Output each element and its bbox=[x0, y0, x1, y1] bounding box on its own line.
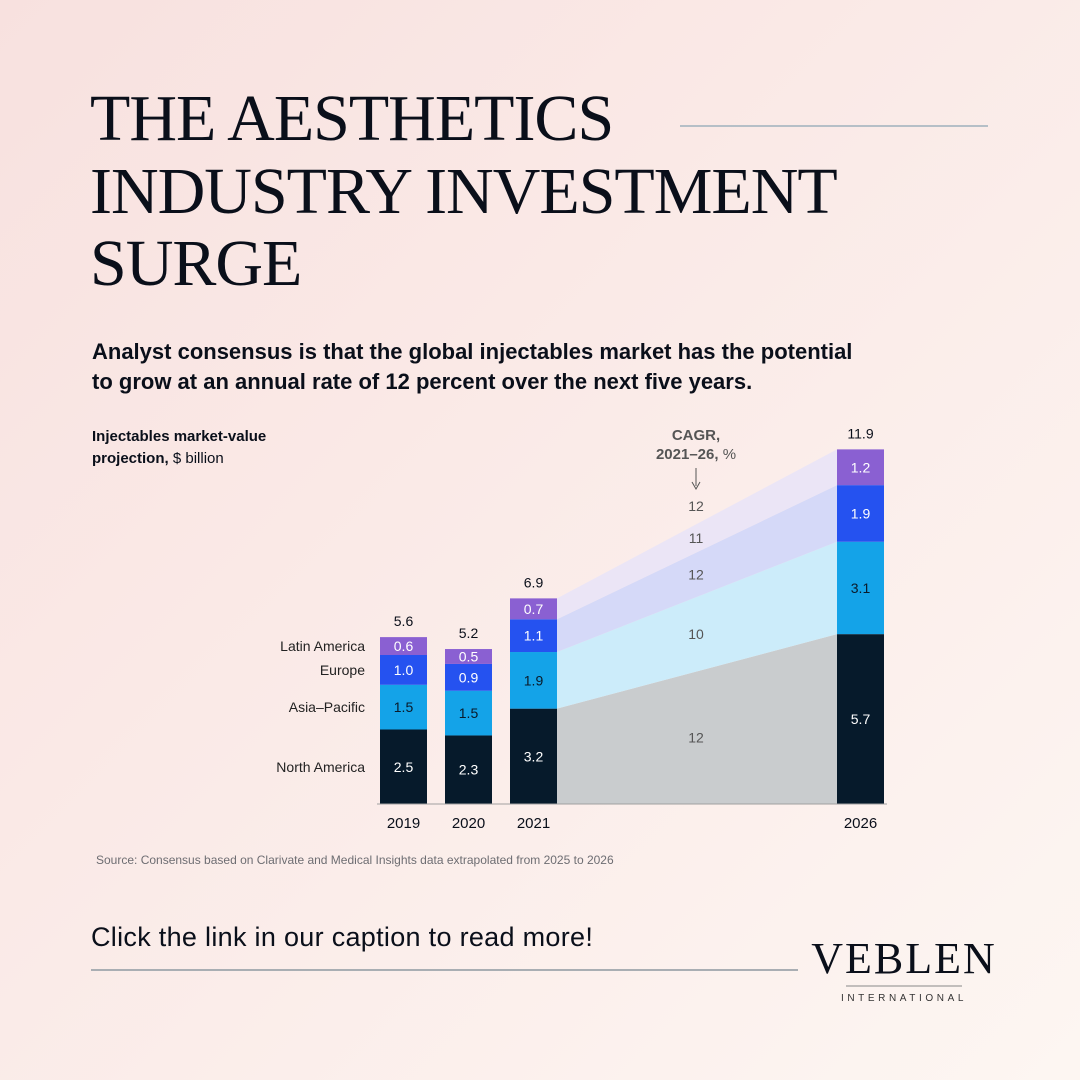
cagr-label: 10 bbox=[688, 626, 704, 642]
cagr-unit: % bbox=[723, 446, 736, 463]
unit: $ billion bbox=[173, 450, 224, 467]
bar-segment bbox=[510, 652, 557, 709]
data-label: 0.5 bbox=[459, 648, 479, 664]
chart: Injectables market-value projection, $ b… bbox=[92, 425, 887, 867]
unit-title: projection, $ billion bbox=[92, 450, 224, 467]
call-to-action[interactable]: Click the link in our caption to read mo… bbox=[91, 922, 593, 952]
x-tick-label: 2021 bbox=[517, 815, 550, 832]
bar-segment bbox=[380, 655, 427, 685]
total-label: 5.6 bbox=[394, 613, 414, 629]
growth-area bbox=[557, 634, 837, 804]
title-line: THE AESTHETICS bbox=[90, 82, 613, 155]
data-label: 2.5 bbox=[394, 759, 414, 775]
subtitle-line: Analyst consensus is that the global inj… bbox=[92, 339, 852, 364]
data-label: 3.2 bbox=[524, 748, 544, 764]
header: THE AESTHETICS INDUSTRY INVESTMENT SURGE… bbox=[90, 82, 988, 394]
cagr-label: 12 bbox=[688, 567, 704, 583]
growth-area bbox=[557, 541, 837, 709]
data-label: 1.0 bbox=[394, 662, 414, 678]
bar-segment bbox=[837, 541, 884, 635]
cagr-label: 12 bbox=[688, 498, 704, 514]
legend-label: Asia–Pacific bbox=[289, 699, 365, 715]
bar-segment bbox=[510, 708, 557, 804]
bar-segment bbox=[445, 649, 492, 664]
total-label: 5.2 bbox=[459, 625, 479, 641]
bar-segment bbox=[510, 619, 557, 653]
data-label: 1.2 bbox=[851, 459, 871, 475]
brand-sub: INTERNATIONAL bbox=[841, 993, 967, 1004]
footer: Click the link in our caption to read mo… bbox=[91, 922, 997, 1004]
total-label: 6.9 bbox=[524, 574, 544, 590]
bar-segment bbox=[445, 690, 492, 736]
data-label: 0.9 bbox=[459, 669, 479, 685]
bar-segment bbox=[380, 684, 427, 730]
bar-segment bbox=[445, 735, 492, 804]
growth-area bbox=[557, 449, 837, 620]
bar-segment bbox=[380, 637, 427, 655]
data-label: 5.7 bbox=[851, 711, 871, 727]
cagr-label: 12 bbox=[688, 730, 704, 746]
cagr-label: 11 bbox=[689, 530, 704, 546]
x-tick-label: 2020 bbox=[452, 815, 485, 832]
x-tick-label: 2026 bbox=[844, 815, 877, 832]
cagr-arrow bbox=[691, 481, 701, 491]
bar-segment bbox=[837, 449, 884, 486]
cagr-title: CAGR, bbox=[672, 427, 720, 444]
title-line: SURGE bbox=[90, 227, 301, 300]
subtitle-line: to grow at an annual rate of 12 percent … bbox=[92, 369, 752, 394]
title-line: INDUSTRY INVESTMENT bbox=[90, 155, 837, 228]
legend-label: Europe bbox=[320, 662, 365, 678]
data-label: 1.9 bbox=[524, 672, 544, 688]
x-tick-label: 2019 bbox=[387, 815, 420, 832]
bar-segment bbox=[510, 598, 557, 620]
brand: VEBLEN bbox=[811, 934, 997, 983]
data-label: 2.3 bbox=[459, 762, 479, 778]
bar-segment bbox=[837, 634, 884, 804]
data-label: 3.1 bbox=[851, 580, 871, 596]
bar-segment bbox=[380, 729, 427, 804]
unit-title: projection, bbox=[92, 450, 169, 467]
legend-label: North America bbox=[276, 759, 365, 775]
data-label: 0.7 bbox=[524, 601, 544, 617]
cagr-title: 2021–26, % bbox=[656, 446, 736, 463]
total-label: 11.9 bbox=[847, 425, 873, 441]
data-label: 1.1 bbox=[524, 628, 544, 644]
bar-segment bbox=[445, 663, 492, 691]
data-label: 1.9 bbox=[851, 505, 871, 521]
growth-area bbox=[557, 485, 837, 653]
legend-label: Latin America bbox=[280, 638, 365, 654]
data-label: 1.5 bbox=[394, 699, 414, 715]
cagr-title: 2021–26, bbox=[656, 446, 719, 463]
source: Source: Consensus based on Clarivate and… bbox=[96, 853, 614, 867]
bar-segment bbox=[837, 485, 884, 542]
data-label: 1.5 bbox=[459, 705, 479, 721]
unit-title: Injectables market-value bbox=[92, 428, 266, 445]
data-label: 0.6 bbox=[394, 638, 414, 654]
